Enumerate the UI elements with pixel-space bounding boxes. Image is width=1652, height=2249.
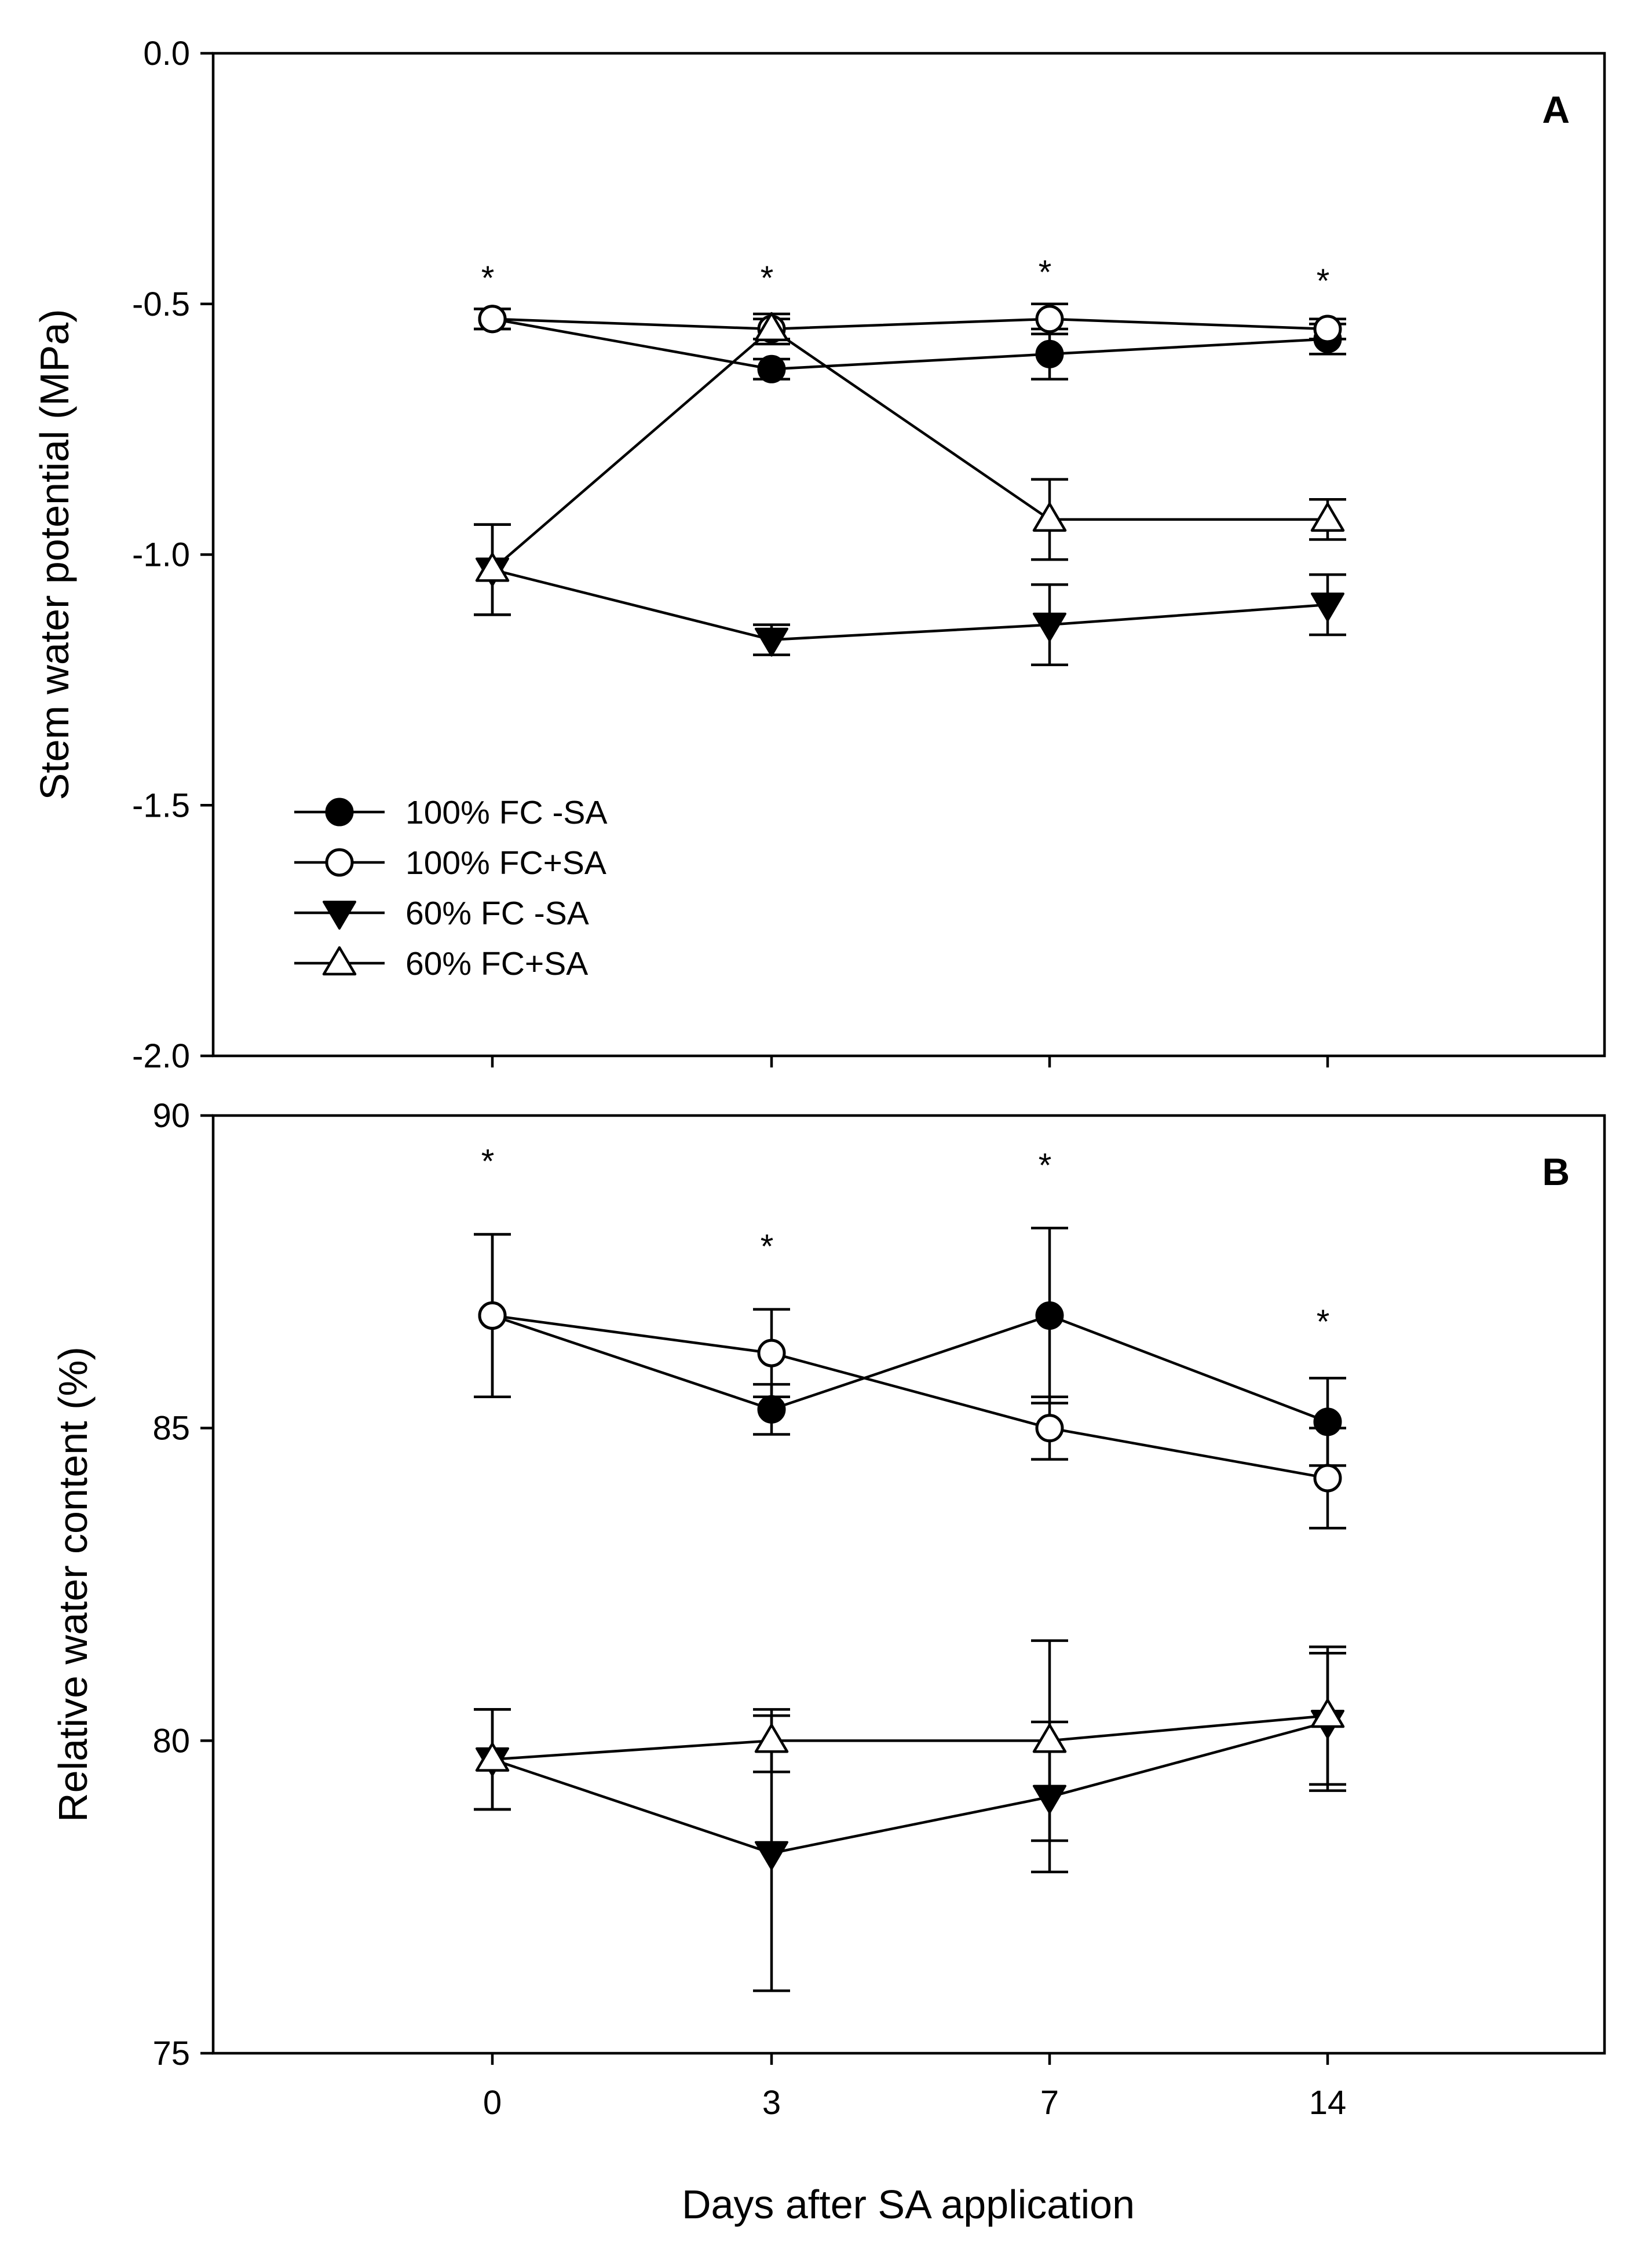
data-point [757, 1395, 786, 1424]
y-tick-label: -0.5 [132, 286, 190, 323]
data-point [478, 305, 507, 334]
series-3 [474, 1639, 1346, 1842]
legend-marker [325, 848, 354, 877]
y-tick-label: 80 [152, 1722, 190, 1760]
legend-label: 60% FC -SA [405, 895, 589, 932]
series-line [492, 1714, 1328, 1761]
panel-b: 90 85 80 75 Relative water content (%) B * * * * 0… [50, 1097, 1606, 2227]
significance-asterisk: * [481, 259, 495, 297]
data-point [478, 1301, 507, 1330]
significance-asterisk: * [761, 259, 774, 297]
x-axis-title: Days after SA application [682, 2182, 1135, 2227]
series-0 [474, 1227, 1346, 1467]
data-point [1310, 502, 1345, 532]
series-line [492, 1720, 1328, 1855]
y-tick-label: 85 [152, 1410, 190, 1447]
panel-letter: A [1542, 88, 1570, 131]
data-point [754, 1724, 789, 1753]
significance-asterisk: * [1039, 1147, 1052, 1184]
significance-asterisk: * [1317, 262, 1330, 300]
series-2 [474, 1651, 1346, 1992]
data-point [1310, 1698, 1345, 1728]
legend-marker [323, 901, 356, 930]
series-1 [474, 1233, 1346, 1530]
legend-label: 100% FC+SA [405, 844, 606, 882]
y-tick-label: 0.0 [143, 35, 190, 72]
panel-letter: B [1542, 1150, 1570, 1193]
legend-label: 100% FC -SA [405, 794, 607, 831]
y-tick-label: -2.0 [132, 1037, 190, 1075]
series-1 [474, 302, 1346, 343]
data-point [1032, 502, 1067, 532]
legend-item: 100% FC -SA [294, 794, 607, 831]
series-line [492, 1314, 1328, 1423]
legend-marker [325, 798, 354, 827]
data-point [755, 1841, 788, 1870]
y-tick-label: -1.0 [132, 536, 190, 574]
data-point [1035, 339, 1064, 368]
legend-marker [322, 946, 357, 976]
x-tick-label: 0 [483, 2084, 502, 2122]
y-tick-label: 90 [152, 1097, 190, 1135]
x-tick-label: 3 [762, 2084, 781, 2122]
x-tick-label: 14 [1309, 2084, 1347, 2122]
data-point [475, 1742, 510, 1772]
series-0 [474, 305, 1346, 383]
data-point [755, 627, 788, 657]
series-line [491, 327, 1328, 571]
plot-frame [211, 1114, 1606, 2055]
series-3 [474, 312, 1346, 616]
legend-label: 60% FC+SA [405, 945, 588, 982]
y-tick-label: -1.5 [132, 787, 190, 824]
significance-asterisk: * [761, 1228, 774, 1266]
significance-asterisk: * [481, 1143, 495, 1180]
legend: 100% FC -SA 100% FC+SA 60% FC -SA 60% FC+SA [294, 794, 607, 982]
significance-asterisk: * [1317, 1303, 1330, 1341]
legend-item: 60% FC+SA [294, 945, 588, 982]
data-point [1035, 1301, 1064, 1330]
data-point [1313, 1464, 1342, 1493]
chart-root: 0.0 -0.5 -1.0 -1.5 -2.0 Stem water potential … [32, 35, 1606, 2227]
data-point [757, 1339, 786, 1367]
y-axis-title: Stem water potential (MPa) [32, 309, 77, 800]
y-tick-label: 75 [152, 2035, 190, 2072]
y-axis-title: Relative water content (%) [50, 1347, 96, 1822]
series-2 [474, 523, 1346, 667]
data-point [1035, 305, 1064, 334]
series-line [492, 1314, 1328, 1480]
data-point [1032, 1724, 1067, 1753]
data-point [1313, 315, 1342, 343]
panel-a: 0.0 -0.5 -1.0 -1.5 -2.0 Stem water potential … [32, 35, 1606, 1075]
series-line [492, 317, 1328, 331]
data-point [754, 312, 789, 342]
series-line [492, 568, 1328, 641]
data-point [1311, 593, 1344, 622]
data-point [1035, 1414, 1064, 1443]
series-line [492, 317, 1328, 371]
x-tick-label: 7 [1040, 2084, 1059, 2122]
legend-item: 100% FC+SA [294, 844, 606, 882]
significance-asterisk: * [1039, 254, 1052, 291]
data-point [1033, 612, 1066, 642]
data-point [757, 354, 786, 383]
legend-item: 60% FC -SA [294, 895, 589, 932]
data-point [475, 553, 510, 582]
